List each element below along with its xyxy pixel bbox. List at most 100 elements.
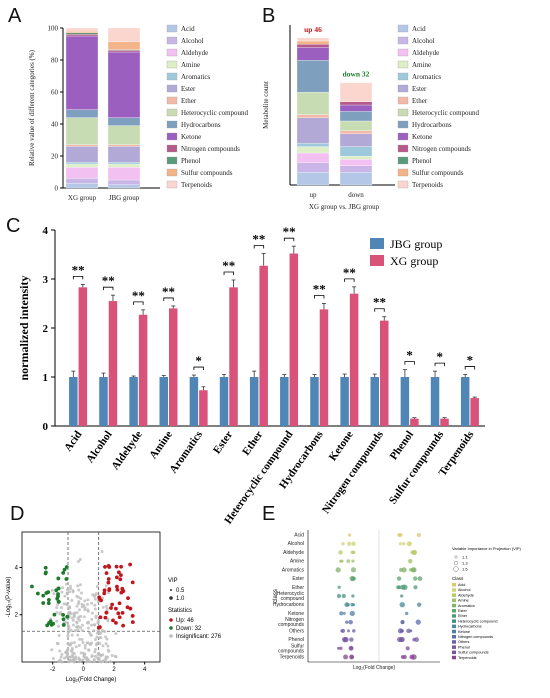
- bar-segment: [339, 156, 373, 160]
- class-point: [347, 533, 352, 537]
- point-insignificant: [62, 602, 66, 606]
- bar-xg: [229, 287, 238, 426]
- point-up: [104, 610, 109, 615]
- y-tick-label: 40: [51, 121, 59, 129]
- point-insignificant: [78, 583, 82, 587]
- class-point: [341, 593, 346, 599]
- bar-segment: [296, 44, 330, 48]
- legend-swatch: [166, 72, 178, 81]
- point-insignificant: [77, 657, 81, 661]
- class-point: [352, 576, 356, 581]
- significance-marker: **: [252, 232, 265, 247]
- legend-swatch: [166, 120, 178, 129]
- class-point: [347, 541, 352, 546]
- x-tick-label: Acid: [62, 429, 84, 454]
- point-insignificant: [90, 617, 94, 621]
- point-insignificant: [59, 606, 63, 610]
- significance-marker: **: [102, 273, 115, 288]
- point-insignificant: [66, 624, 70, 628]
- point-insignificant: [93, 597, 97, 601]
- legend-swatch: [166, 132, 178, 141]
- legend-swatch: [166, 108, 178, 117]
- x-tick-label: Aldehyde: [109, 429, 144, 473]
- bar-segment: [339, 159, 373, 166]
- legend-size-label: 1.3: [462, 561, 468, 566]
- bar-jbg: [280, 377, 289, 426]
- point-insignificant: [95, 631, 99, 635]
- bar-segment: [107, 125, 141, 145]
- class-point: [416, 602, 422, 607]
- bar-segment: [296, 40, 330, 45]
- point-down: [56, 586, 61, 591]
- point-down: [64, 565, 69, 569]
- x-tick-label: Ether: [240, 429, 265, 458]
- point-insignificant: [78, 637, 82, 641]
- legend-size-marker: [453, 566, 459, 572]
- legend-swatch: [452, 619, 456, 623]
- point-insignificant: [79, 626, 83, 630]
- x-axis-label: Log₂(Fold Change): [353, 665, 396, 671]
- significance-bracket: [163, 297, 174, 301]
- legend-title-vip: VIP: [168, 578, 178, 584]
- class-point: [399, 629, 404, 633]
- bar-segment: [296, 37, 330, 42]
- point-insignificant: [68, 655, 72, 659]
- bar-segment: [65, 35, 99, 110]
- class-point: [350, 567, 357, 573]
- class-point: [338, 550, 343, 555]
- point-insignificant: [100, 628, 104, 632]
- legend-title-stats: Statistics: [168, 608, 192, 614]
- significance-marker: *: [467, 353, 474, 368]
- legend-label: Ether: [181, 97, 197, 105]
- point-insignificant: [83, 643, 87, 647]
- point-insignificant: [101, 596, 105, 600]
- bar-xg: [380, 320, 389, 426]
- legend-label: Others: [458, 640, 469, 644]
- class-point: [411, 567, 417, 573]
- bar-segment: [107, 167, 141, 181]
- point-up: [117, 615, 122, 620]
- point-insignificant: [81, 641, 85, 645]
- point-up: [102, 588, 107, 593]
- point-insignificant: [71, 618, 75, 622]
- point-down: [35, 591, 40, 596]
- legend-swatch: [397, 60, 409, 69]
- y-tick-label: 4: [43, 225, 49, 237]
- legend-label: Sulfur compounds: [412, 169, 464, 177]
- point-up: [103, 615, 108, 620]
- point-up: [128, 606, 133, 611]
- bar-segment: [65, 167, 99, 179]
- point-insignificant: [65, 654, 69, 658]
- legend-stat-marker: [169, 626, 173, 630]
- significance-marker: **: [313, 282, 326, 297]
- class-point: [415, 619, 421, 625]
- legend-label: Ketone: [458, 630, 470, 634]
- significance-bracket: [193, 366, 204, 371]
- legend-swatch: [397, 24, 409, 33]
- significance-bracket: [72, 275, 84, 280]
- point-up: [121, 623, 125, 628]
- point-insignificant: [76, 628, 80, 632]
- point-insignificant: [104, 642, 108, 646]
- legend-swatch: [166, 36, 178, 45]
- y-tick-label: 100: [48, 25, 59, 33]
- legend-swatch: [397, 168, 409, 177]
- bar-segment: [296, 114, 330, 118]
- point-up: [128, 562, 133, 567]
- point-insignificant: [60, 660, 64, 664]
- bar-segment: [339, 165, 373, 173]
- point-insignificant: [71, 651, 75, 655]
- bar-jbg: [430, 377, 440, 426]
- point-up: [130, 614, 135, 618]
- legend-label-xg: XG group: [390, 254, 438, 268]
- class-point: [398, 542, 403, 546]
- y-tick-label: 3: [43, 274, 49, 286]
- legend-label: Nitrogen compounds: [181, 145, 240, 153]
- legend-label: Aldehyde: [412, 49, 439, 57]
- class-point: [346, 559, 351, 564]
- bar-segment: [339, 111, 373, 122]
- point-down: [64, 577, 69, 581]
- class-point: [341, 636, 348, 643]
- point-insignificant: [76, 584, 80, 588]
